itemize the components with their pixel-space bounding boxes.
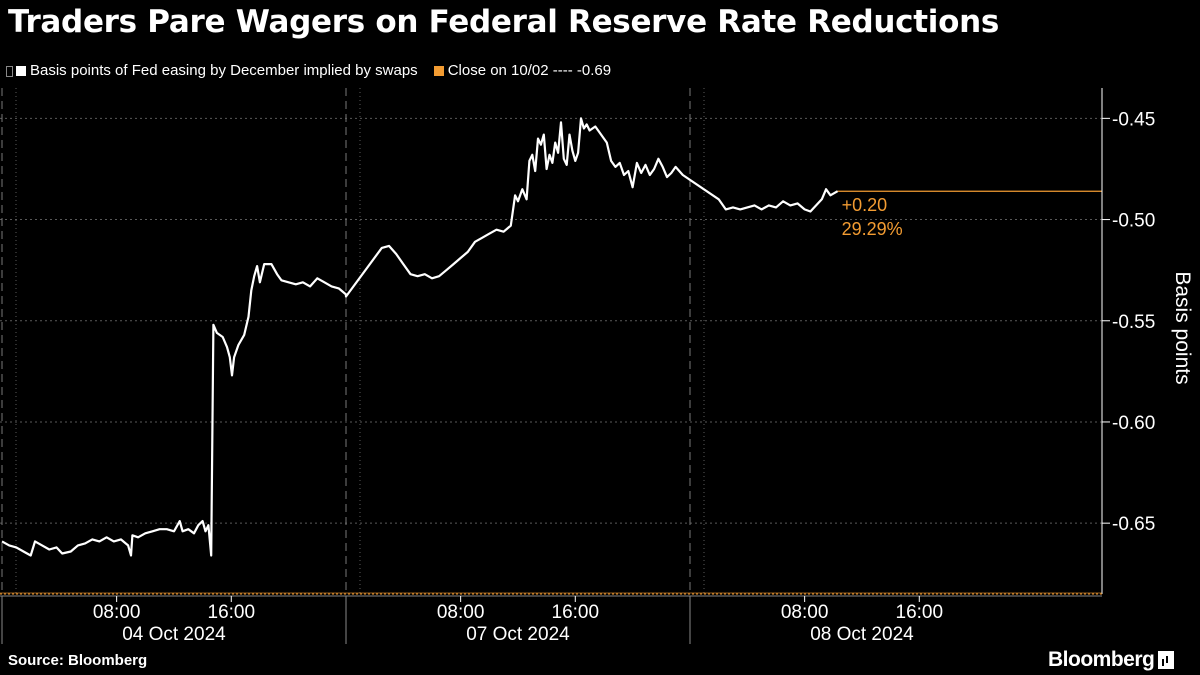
x-tick-label: 08:00 [93, 602, 141, 623]
x-tick-label: 16:00 [208, 602, 256, 623]
x-date-label: 07 Oct 2024 [466, 624, 570, 645]
x-date-label: 08 Oct 2024 [810, 624, 914, 645]
x-tick-label: 08:00 [437, 602, 485, 623]
legend-swatch-series [16, 65, 26, 76]
legend-label-close: Close on 10/02 ---- -0.69 [447, 62, 612, 79]
brand-logo: Bloomberg [1048, 648, 1175, 672]
x-date-label: 04 Oct 2024 [122, 624, 226, 645]
x-tick-label: 16:00 [552, 602, 600, 623]
chart-title: Traders Pare Wagers on Federal Reserve R… [8, 4, 1000, 40]
y-axis: -0.45 -0.50 -0.55 -0.60 -0.65 [1101, 88, 1155, 594]
y-tick-label: -0.45 [1112, 109, 1155, 130]
legend-item-series[interactable]: Basis points of Fed easing by December i… [16, 62, 418, 79]
y-tick-label: -0.55 [1112, 312, 1155, 333]
legend-swatch-close [433, 65, 444, 76]
legend: Basis points of Fed easing by December i… [6, 62, 627, 79]
day-separators [1, 88, 705, 594]
source-note: Source: Bloomberg [8, 652, 148, 669]
percent-annotation: 29.29% [842, 219, 903, 239]
bloomberg-terminal-icon [1158, 651, 1175, 669]
legend-label-series: Basis points of Fed easing by December i… [30, 62, 418, 79]
brand-name: Bloomberg [1048, 648, 1155, 671]
y-axis-label: Basis points [1171, 271, 1194, 384]
change-annotation: +0.20 [842, 195, 888, 215]
y-tick-label: -0.65 [1112, 514, 1155, 535]
series-line [1, 117, 839, 557]
x-tick-label: 08:00 [781, 602, 829, 623]
y-tick-label: -0.50 [1112, 211, 1155, 232]
drag-handle-icon[interactable] [6, 66, 13, 77]
legend-item-close[interactable]: Close on 10/02 ---- -0.69 [433, 62, 612, 79]
x-tick-label: 16:00 [896, 602, 944, 623]
grid-lines [0, 117, 1102, 524]
y-tick-label: -0.60 [1112, 413, 1155, 434]
